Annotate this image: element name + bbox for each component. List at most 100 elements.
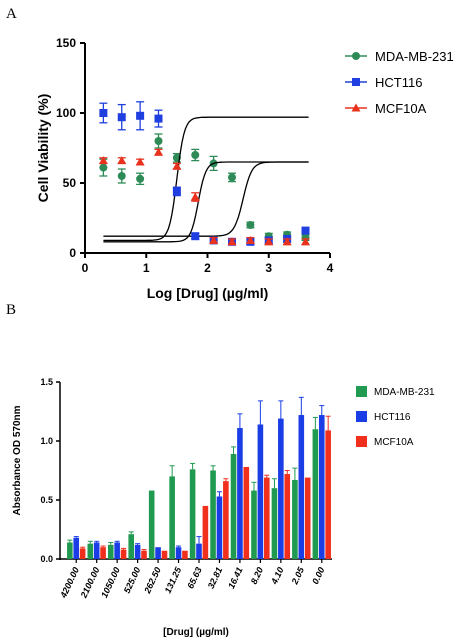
x-tick-label: 262.50 [142,566,163,596]
data-point [301,226,310,235]
data-point [172,187,181,196]
bar-hct116 [298,415,305,559]
bar-hct116 [278,418,284,559]
x-tick-label: 32.81 [206,566,225,591]
x-tick-label: 2.05 [289,565,306,587]
x-tick-label: 16.41 [226,566,245,591]
y-axis-title: Absorbance OD 570nm [12,405,23,515]
bar-hct116 [318,415,325,559]
x-tick-label: 4.10 [269,566,286,587]
panel-a-label: A [6,6,17,22]
bar-hct116 [73,537,80,559]
data-point [191,151,200,159]
y-tick-label: 100 [56,106,76,120]
x-tick-label: 131.25 [163,565,184,595]
legend-label: MCF10A [374,437,414,448]
bar-mda-mb-231 [67,542,73,559]
bar-mcf10a [100,547,106,559]
data-point [117,172,126,180]
x-tick-label: 1050.00 [99,566,122,600]
data-point [191,232,200,241]
data-point [228,173,236,182]
data-point [209,235,219,244]
bar-mcf10a [263,477,270,559]
x-tick-label: 525.00 [122,566,143,595]
bar-mda-mb-231 [251,490,257,559]
bar-hct116 [155,547,161,559]
y-tick-label: 0.5 [40,495,53,505]
legend-label: MDA-MB-231 [374,387,435,398]
bar-hct116 [216,496,223,559]
y-tick-label: 0 [69,246,76,260]
y-axis-title: Cell Viability (%) [35,94,51,203]
bar-mda-mb-231 [169,476,175,559]
bar-mda-mb-231 [292,479,298,559]
data-point [136,174,145,183]
legend-label: HCT116 [374,412,411,423]
bar-mda-mb-231 [87,543,94,559]
legend-swatch [356,386,367,397]
cell-viability-chart: 0 50 100 150 0 1 2 3 4 Log [Drug] (µg/ml) Cell Via… [35,36,454,301]
x-tick-label: 4 [327,261,334,275]
bar-mda-mb-231 [128,534,135,559]
bar-hct116 [237,428,243,559]
x-tick-label: 2100.00 [78,566,101,601]
y-tick-label: 0.0 [40,554,53,564]
data-point [301,237,310,246]
bar-mda-mb-231 [189,469,196,559]
data-point [190,192,200,201]
bar-hct116 [196,543,202,559]
legend-swatch [356,411,367,422]
x-tick-label: 8.20 [249,566,265,586]
bar-mcf10a [325,430,331,559]
bar-mda-mb-231 [148,490,155,559]
bar-mda-mb-231 [230,453,237,559]
panel-b-label: B [6,302,17,318]
data-point [99,163,108,172]
data-point [245,235,255,244]
legend-marker [351,103,361,112]
data-point [154,147,163,156]
fit-curve [103,116,309,242]
legend-swatch [356,436,367,447]
y-tick-label: 150 [56,36,76,50]
bar-mcf10a [161,550,168,559]
bar-hct116 [114,542,120,559]
bar-mcf10a [243,466,250,559]
data-point [98,156,108,165]
bar-hct116 [93,542,100,559]
data-point [246,221,255,229]
bar-hct116 [134,544,141,559]
bar-mcf10a [120,549,127,559]
data-point [136,111,145,120]
legend-label: HCT116 [375,75,422,90]
fit-curve [103,161,309,243]
legend-marker [352,78,360,86]
data-point [282,237,292,246]
data-point [154,137,163,145]
x-tick-label: 1 [143,261,150,275]
data-point [172,161,182,170]
x-axis-title: [Drug] (µg/ml) [163,627,229,638]
bar-mcf10a [304,477,311,559]
series-mcf10a [98,147,310,246]
data-point [117,113,126,122]
bar-hct116 [257,424,264,559]
data-point [135,157,145,166]
bar-hct116 [175,547,182,559]
bar-mcf10a [223,481,229,559]
x-tick-label: 0 [82,261,89,275]
data-point [264,237,274,246]
data-point [227,237,237,246]
x-tick-label: 4200.00 [58,566,81,601]
bar-mcf10a [182,550,188,559]
legend-marker [352,52,360,60]
y-tick-label: 50 [63,176,77,190]
bar-mcf10a [141,550,147,559]
bar-mcf10a [79,548,86,559]
bar-mda-mb-231 [271,488,278,559]
data-point [117,156,127,165]
data-point [154,114,163,123]
x-tick-label: 3 [265,261,272,275]
